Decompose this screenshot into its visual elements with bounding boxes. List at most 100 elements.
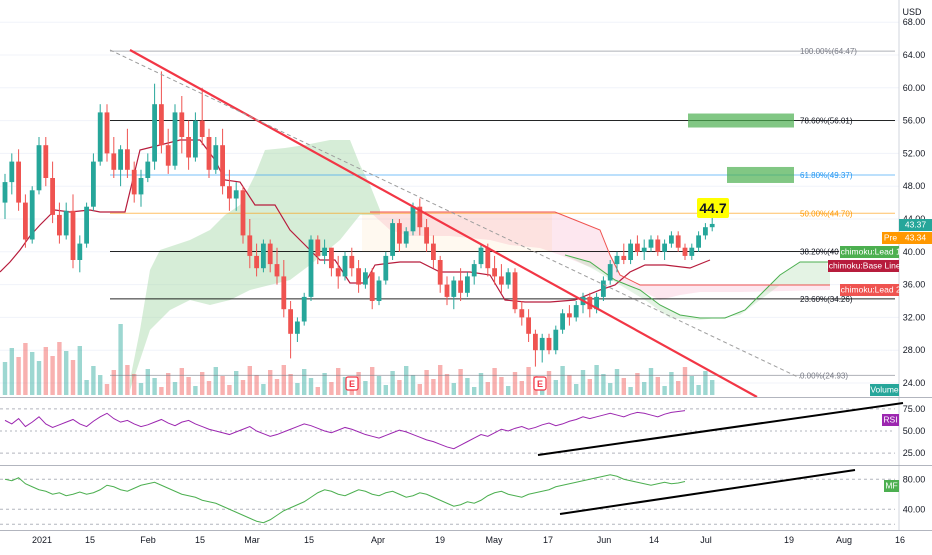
volume-bar (50, 356, 55, 395)
rsi-badge-bg (882, 414, 899, 426)
volume-bar (288, 374, 293, 395)
volume-bar (159, 387, 164, 395)
candle-body (131, 169, 137, 195)
volume-bar (64, 351, 69, 395)
candle-body (567, 313, 572, 318)
price-tick-label: 64.00 (903, 50, 926, 60)
lead2-badge: Ichimoku:Lead 2 (838, 284, 901, 296)
candle-body (689, 247, 695, 256)
candle-body (193, 120, 198, 158)
volume-bar (465, 378, 470, 395)
volume-bar (261, 384, 266, 395)
volume-bar (580, 370, 586, 395)
volume-bar (274, 379, 280, 395)
fib-level-label: 50.00%(44.70) (800, 209, 853, 218)
candle-body (274, 264, 280, 277)
candle-body (655, 239, 661, 252)
candle-body (621, 255, 627, 260)
candle-body (376, 280, 382, 301)
candle-body (635, 243, 640, 252)
candle-body (227, 186, 232, 199)
volume-badge-bg (870, 384, 899, 396)
candle-body (553, 329, 559, 351)
price-tick-label: 60.00 (903, 83, 926, 93)
volume-bar (84, 380, 89, 395)
pre-label-badge-text: Pre (884, 233, 898, 243)
candle-body (16, 161, 21, 203)
volume-bar (77, 346, 82, 395)
volume-bar (397, 380, 402, 395)
candle-body (573, 305, 579, 318)
last-price-badge-bg (899, 219, 932, 231)
candle-body (662, 243, 667, 252)
volume-bar (621, 378, 626, 395)
candle-body (118, 149, 123, 170)
candle-body (301, 296, 307, 322)
rsi-badge-text: RSI (883, 415, 897, 425)
candle-body (560, 313, 565, 330)
candle-body (397, 223, 402, 244)
trendlines[interactable] (109, 49, 801, 398)
candle-body (363, 272, 368, 285)
volume-bar (478, 373, 484, 395)
candle-body (172, 112, 178, 166)
earnings-marker[interactable]: E (533, 376, 547, 391)
candle-body (254, 255, 259, 269)
volume-bar (676, 381, 681, 395)
price-tick-label: 24.00 (903, 378, 926, 388)
volume-bar (689, 376, 694, 395)
candle-body (356, 268, 361, 285)
time-tick-label: 2021 (32, 535, 52, 545)
candle-body (247, 235, 253, 256)
volume-bar (132, 374, 137, 395)
fib-level-label: 78.60%(56.01) (800, 117, 853, 126)
rsi-pane: 75.00 50.00 25.00 (0, 402, 926, 458)
callout-text: 44.7 (699, 200, 726, 216)
resistance-trendline[interactable] (129, 49, 758, 398)
candle-body (138, 178, 144, 195)
volume-bar (213, 367, 218, 395)
candle-body (84, 206, 89, 244)
volume-bar (655, 377, 660, 395)
volume-bar (16, 357, 21, 395)
candle-body (458, 280, 463, 293)
candle-body (444, 284, 450, 297)
earnings-letter: E (349, 379, 355, 389)
base-line-badge-bg (828, 260, 899, 272)
fibonacci-retracement[interactable]: 100.00%(64.47) 78.60%(56.01) 61.80%(49.37)… (110, 47, 895, 380)
candle-body (315, 239, 321, 256)
candle-body (594, 296, 599, 310)
candle-body (77, 243, 83, 260)
rsi-tick-label: 50.00 (903, 426, 926, 436)
volume-bar (342, 377, 348, 395)
mf-tick-label: 80.00 (903, 474, 926, 484)
candle-body (342, 255, 348, 277)
dashed-trendline[interactable] (109, 49, 801, 379)
lead2-badge-text: Ichimoku:Lead 2 (838, 285, 901, 295)
time-tick-label: 19 (435, 535, 445, 545)
earnings-marker[interactable]: E (345, 376, 359, 391)
volume-bar (302, 369, 307, 395)
volume-bar (91, 366, 96, 395)
pre-price-badge-text: 43.34 (905, 233, 927, 243)
candle-body (9, 161, 15, 183)
time-axis[interactable]: 2021 15 Feb 15 Mar 15 Apr 19 May 17 Jun 14 Jul 19 Aug 1… (32, 535, 905, 545)
volume-bar (614, 369, 620, 395)
volume-bar (574, 384, 579, 395)
volume-bar (587, 379, 592, 395)
ichimoku-base-line (0, 139, 711, 303)
price-tick-label: 48.00 (903, 181, 926, 191)
volume-bar (9, 348, 14, 395)
volume-bar (240, 380, 246, 395)
volume-bar (710, 380, 715, 395)
pre-label-badge: Pre (882, 232, 899, 244)
candle-body (152, 104, 157, 162)
volume-bar (30, 352, 35, 395)
volume-bar (2, 362, 8, 395)
price-tick-label: 68.00 (903, 17, 926, 27)
mf-trendline (559, 469, 856, 515)
candle-body (369, 272, 375, 301)
